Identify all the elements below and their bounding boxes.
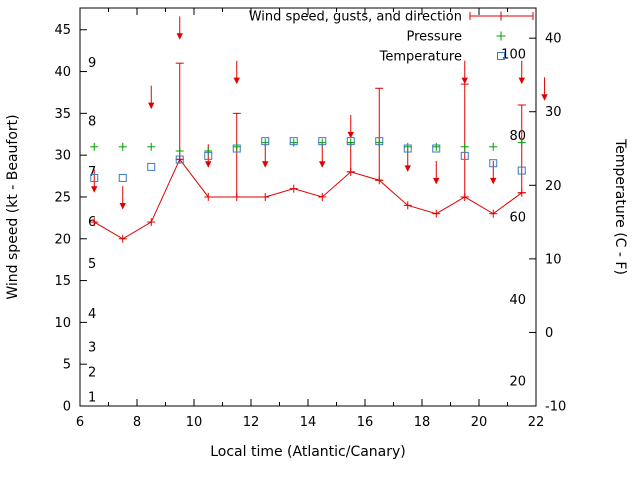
wind-direction-arrow-head <box>119 203 126 210</box>
legend-label: Wind speed, gusts, and direction <box>249 10 462 25</box>
x-tick-label: 10 <box>186 415 203 430</box>
wind-direction-arrow-head <box>518 77 525 85</box>
legend-label: Pressure <box>406 30 462 45</box>
wind-direction-arrow-head <box>319 161 326 168</box>
y-left-tick-label: 0 <box>63 400 71 415</box>
x-tick-label: 12 <box>243 415 260 430</box>
beaufort-label: 4 <box>88 307 96 322</box>
x-tick-label: 20 <box>471 415 488 430</box>
y-left-tick-label: 35 <box>54 107 71 122</box>
wind-speed-line <box>93 158 523 240</box>
temperature-marker <box>147 162 156 171</box>
wind-direction-arrow-head <box>205 161 212 168</box>
wind-direction-arrow-head <box>262 161 269 168</box>
legend-label: Temperature <box>379 50 462 65</box>
temperature-marker <box>232 144 241 153</box>
beaufort-label: 7 <box>88 165 96 180</box>
y-left-tick-label: 25 <box>54 190 71 205</box>
wind-direction-arrow-head <box>490 177 497 185</box>
y-right-axis-title: Temperature (C - F) <box>612 138 628 275</box>
temperature-marker <box>489 159 498 168</box>
y-left-tick-label: 30 <box>54 149 71 164</box>
beaufort-label: 1 <box>88 391 96 406</box>
legend-sample-square <box>497 52 505 60</box>
wind-direction-arrow-head <box>433 177 440 185</box>
y-left-axis-title: Wind speed (kt - Beaufort) <box>5 114 21 299</box>
fahrenheit-label: 60 <box>509 211 526 226</box>
beaufort-label: 5 <box>88 257 96 272</box>
temperature-marker <box>432 144 441 153</box>
x-tick-label: 8 <box>133 415 141 430</box>
fahrenheit-label: 40 <box>509 293 526 308</box>
y-right-tick-label: 0 <box>545 326 553 341</box>
y-right-tick-label: 40 <box>545 32 562 47</box>
y-left-tick-label: 5 <box>63 358 71 373</box>
y-left-tick-label: 15 <box>54 274 71 289</box>
wind-direction-arrow-head <box>347 131 354 139</box>
temperature-marker <box>375 137 384 146</box>
temperature-marker <box>261 137 270 146</box>
y-left-tick-label: 10 <box>54 316 71 331</box>
wind-direction-arrow-head <box>176 33 183 40</box>
x-tick-label: 14 <box>300 415 317 430</box>
fahrenheit-label: 20 <box>509 375 526 390</box>
x-tick-label: 18 <box>414 415 431 430</box>
beaufort-label: 2 <box>88 366 96 381</box>
beaufort-label: 9 <box>88 56 96 71</box>
wind-direction-arrow-head <box>148 102 155 110</box>
temperature-marker <box>460 151 469 160</box>
temperature-marker <box>204 151 213 160</box>
temperature-marker <box>403 144 412 153</box>
x-tick-label: 6 <box>76 415 84 430</box>
x-tick-label: 22 <box>528 415 545 430</box>
y-right-tick-label: 20 <box>545 179 562 194</box>
fahrenheit-label: 80 <box>509 129 526 144</box>
wind-direction-arrow-head <box>233 77 240 85</box>
wind-direction-arrow-head <box>541 94 548 101</box>
temperature-marker <box>318 137 327 146</box>
y-left-tick-label: 20 <box>54 232 71 247</box>
wind-direction-arrow-head <box>91 186 98 193</box>
fahrenheit-label: 100 <box>501 47 526 62</box>
wind-direction-arrow-head <box>461 77 468 85</box>
temperature-marker <box>517 166 526 175</box>
y-right-tick-label: 10 <box>545 252 562 267</box>
plot-border <box>79 7 537 407</box>
y-right-tick-label: -10 <box>545 400 566 415</box>
temperature-marker <box>90 173 99 182</box>
beaufort-label: 3 <box>88 340 96 355</box>
y-left-tick-label: 40 <box>54 65 71 80</box>
beaufort-label: 8 <box>88 115 96 130</box>
temperature-marker <box>289 137 298 146</box>
x-tick-label: 16 <box>357 415 374 430</box>
x-axis-title: Local time (Atlantic/Canary) <box>210 444 406 460</box>
y-left-tick-label: 45 <box>54 23 71 38</box>
temperature-marker <box>118 173 127 182</box>
wind-direction-arrow-head <box>404 165 411 172</box>
temperature-marker <box>175 155 184 164</box>
y-right-tick-label: 30 <box>545 105 562 120</box>
temperature-marker <box>346 137 355 146</box>
